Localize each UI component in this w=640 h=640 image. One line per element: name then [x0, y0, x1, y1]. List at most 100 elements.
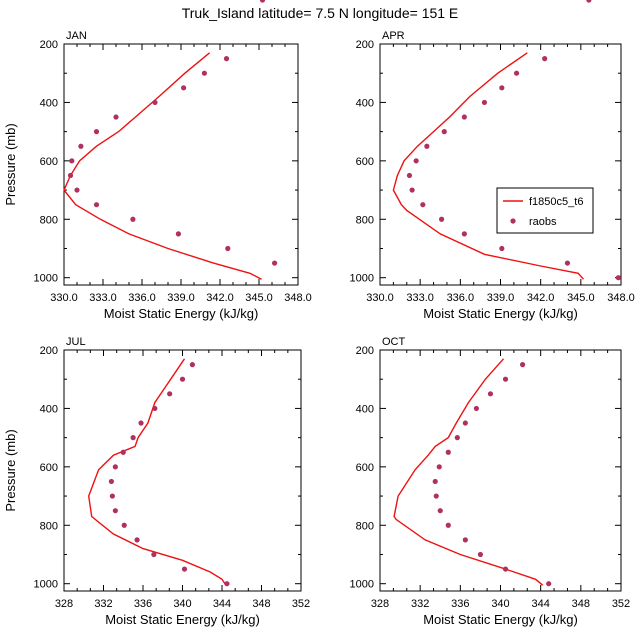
x-tick-label: 340 [491, 598, 509, 610]
obs-point [413, 158, 419, 164]
obs-point [564, 260, 571, 266]
panel-oct: OCT 328 332 336 340 344 348 352 200 400 600 800 1000… [350, 0, 630, 627]
x-tick-label: 339.0 [167, 292, 195, 304]
obs-point [424, 143, 430, 149]
obs-point [138, 420, 144, 426]
obs-point [487, 391, 494, 397]
obs-point [546, 581, 552, 587]
obs-point [437, 508, 443, 514]
x-tick-label: 332 [94, 598, 112, 610]
obs-point [454, 435, 460, 441]
obs-point [93, 129, 100, 135]
obs-point [481, 99, 488, 106]
obs-point [109, 493, 115, 499]
x-tick-label: 352 [292, 598, 310, 610]
x-tick-label: 342.0 [527, 292, 555, 304]
obs-point [93, 202, 100, 208]
plot-frame-jan [63, 43, 299, 286]
x-tick-label: 336 [451, 598, 469, 610]
x-tick-label: 348 [572, 598, 590, 610]
x-tick-label: 330.0 [50, 292, 78, 304]
legend-obs-label: raobs [529, 216, 557, 228]
obs-point [74, 187, 80, 193]
x-tick-label: 342.0 [206, 292, 234, 304]
panel-label-oct: OCT [382, 336, 406, 348]
x-axis-title: Moist Static Energy (kJ/kg) [423, 306, 578, 321]
obs-point [113, 114, 119, 120]
obs-point [615, 275, 621, 281]
obs-point [502, 376, 509, 382]
y-tick-label: 600 [356, 462, 374, 474]
obs-point [167, 391, 173, 397]
obs-point [112, 464, 118, 470]
y-tick-label: 1000 [350, 273, 374, 285]
y-tick-label: 200 [356, 39, 374, 51]
obs-point [121, 522, 127, 528]
obs-point [445, 522, 451, 528]
obs-point [151, 551, 157, 558]
x-tick-label: 339.0 [487, 292, 515, 304]
panel-jul: JUL 328 332 336 340 344 348 352 200 400 600 800 1000… [3, 0, 310, 627]
x-tick-label: 333.0 [89, 292, 117, 304]
plot-frame-oct [379, 349, 622, 592]
obs-point [179, 376, 186, 382]
panels: JAN 330.0 333.0 336.0 339.0 342.0 345.0 348.0 20… [3, 0, 635, 627]
obs-point [477, 551, 484, 558]
obs-point [189, 362, 195, 368]
obs-point [409, 187, 415, 193]
obs-point [586, 0, 592, 3]
y-tick-label: 600 [40, 156, 58, 168]
obs-point [441, 129, 447, 135]
x-tick-label: 328 [55, 598, 73, 610]
panel-label-jul: JUL [66, 336, 86, 348]
obs-point [433, 493, 439, 499]
model-line-oct [393, 358, 544, 586]
y-axis-title: Pressure (mb) [3, 429, 18, 511]
obs-point [201, 70, 207, 76]
obs-point [420, 202, 426, 208]
obs-point [462, 537, 468, 543]
y-axis-title: Pressure (mb) [3, 123, 18, 205]
x-tick-label: 345.0 [567, 292, 595, 304]
y-tick-label: 200 [40, 345, 58, 357]
panel-apr: APR 330.0 333.0 336.0 339.0 342.0 345.0 348.0 20… [350, 30, 635, 321]
obs-point [432, 478, 438, 485]
obs-point [259, 0, 266, 3]
obs-point [134, 537, 140, 543]
obs-point [120, 449, 126, 455]
y-tick-label: 400 [40, 403, 58, 415]
y-tick-label: 400 [40, 97, 58, 109]
x-tick-label: 344 [531, 598, 549, 610]
y-tick-label: 800 [40, 520, 58, 532]
obs-point [130, 435, 136, 441]
x-tick-label: 348.0 [607, 292, 635, 304]
y-tick-label: 800 [40, 214, 58, 226]
obs-point [130, 216, 136, 222]
plot-frame-jul [63, 349, 302, 592]
x-tick-label: 344 [213, 598, 231, 610]
x-tick-label: 330.0 [366, 292, 394, 304]
x-tick-label: 336.0 [447, 292, 475, 304]
y-tick-label: 400 [356, 403, 374, 415]
obs-point [445, 449, 451, 455]
x-axis-title: Moist Static Energy (kJ/kg) [105, 612, 260, 627]
obs-point [473, 405, 479, 412]
y-tick-label: 600 [40, 462, 58, 474]
obs-point [406, 172, 413, 179]
y-tick-label: 1000 [34, 273, 58, 285]
obs-point [499, 245, 505, 252]
y-tick-label: 200 [356, 345, 374, 357]
y-tick-label: 1000 [34, 579, 58, 591]
obs-point [462, 420, 468, 426]
y-tick-label: 400 [356, 97, 374, 109]
x-axis-title: Moist Static Energy (kJ/kg) [104, 306, 259, 321]
y-tick-label: 800 [356, 214, 374, 226]
obs-point [69, 158, 75, 164]
panel-label-jan: JAN [66, 30, 87, 42]
x-tick-label: 328 [371, 598, 389, 610]
y-tick-label: 200 [40, 39, 58, 51]
obs-point [513, 70, 520, 76]
obs-point [461, 114, 467, 120]
